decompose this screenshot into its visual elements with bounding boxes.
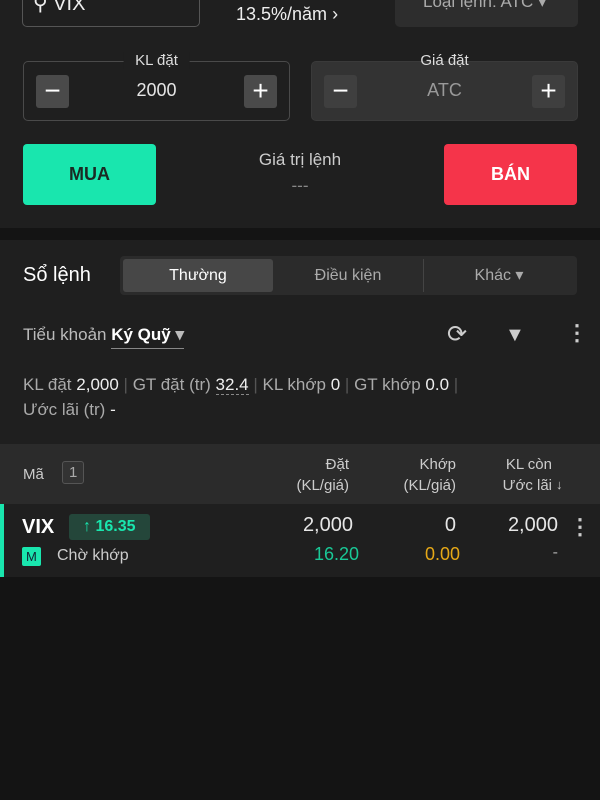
price-label: Giá đặt: [420, 52, 469, 69]
filter-icon[interactable]: ▼: [505, 324, 525, 346]
table-header: Mã 1 Đặt (KL/giá) Khớp (KL/giá) KL còn Ước …: [0, 444, 600, 504]
more-icon[interactable]: ⋮: [566, 320, 588, 345]
sub-account: Tiểu khoản Ký Quỹ ▾: [23, 325, 185, 349]
row-more-icon[interactable]: ⋮: [569, 514, 591, 539]
symbol-search[interactable]: ⚲ VIX: [22, 0, 200, 27]
orderbook-summary: KL đặt 2,000 | GT đặt (tr) 32.4 | KL khớ…: [23, 375, 459, 419]
gt-dat-value[interactable]: 32.4: [215, 375, 249, 395]
buy-button[interactable]: MUA: [23, 144, 156, 205]
price-input[interactable]: ATC: [427, 80, 462, 100]
quantity-input[interactable]: 2000: [136, 80, 177, 100]
order-form: ⚲ VIX 13.5%/năm › Loại lệnh: ATC ▾ KL đặ…: [0, 0, 600, 228]
sub-account-select[interactable]: Ký Quỹ ▾: [111, 325, 185, 349]
search-icon: ⚲: [33, 0, 54, 15]
margin-badge: M: [22, 547, 41, 566]
order-type-select[interactable]: Loại lệnh: ATC ▾: [395, 0, 578, 27]
chevron-right-icon: ›: [332, 4, 339, 24]
col-dat: Đặt (KL/giá): [296, 456, 349, 494]
sell-button[interactable]: BÁN: [444, 144, 577, 205]
caret-down-icon: ▾: [175, 325, 185, 344]
price-increase-button[interactable]: +: [532, 75, 565, 108]
order-value: Giá trị lệnh ---: [258, 150, 342, 195]
interest-rate-link[interactable]: 13.5%/năm ›: [236, 4, 339, 24]
orderbook-tabs: Thường Điều kiện Khác ▾: [120, 256, 577, 295]
tab-normal[interactable]: Thường: [123, 259, 273, 292]
refresh-icon[interactable]: ⟳: [447, 321, 468, 348]
quantity-label: KL đặt: [123, 52, 190, 69]
quantity-stepper: KL đặt − 2000 +: [23, 52, 290, 121]
col-khop: Khớp (KL/giá): [403, 456, 456, 494]
col-remaining[interactable]: KL còn Ước lãi: [502, 456, 552, 494]
orderbook-title: Sổ lệnh: [23, 264, 91, 286]
sort-arrow-icon[interactable]: ↓: [556, 477, 563, 492]
quantity-increase-button[interactable]: +: [244, 75, 277, 108]
table-row[interactable]: VIX ↑ 16.35 M Chờ khớp 2,000 16.20 0 0.0…: [0, 504, 600, 577]
tab-conditional[interactable]: Điều kiện: [273, 259, 424, 292]
price-change-badge: ↑ 16.35: [69, 514, 150, 540]
quantity-decrease-button[interactable]: −: [36, 75, 69, 108]
arrow-up-icon: ↑: [83, 518, 96, 535]
order-status: Chờ khớp: [57, 547, 129, 564]
price-decrease-button[interactable]: −: [324, 75, 357, 108]
count-badge: 1: [62, 461, 85, 484]
price-stepper: Giá đặt − ATC +: [311, 52, 578, 121]
tab-other[interactable]: Khác ▾: [474, 267, 524, 284]
